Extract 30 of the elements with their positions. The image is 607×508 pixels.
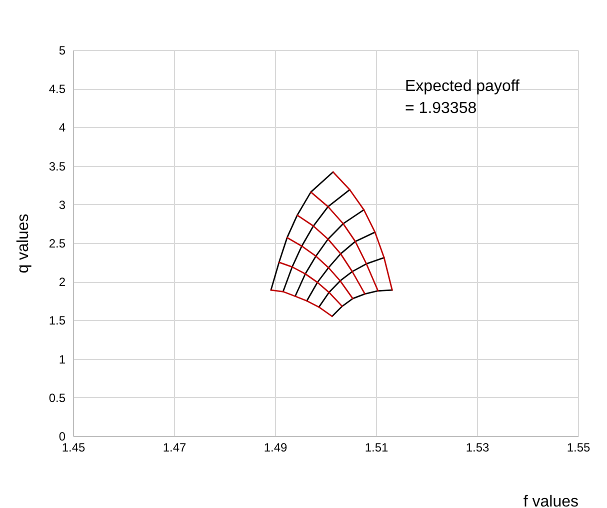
y-tick-label: 3 [58, 198, 66, 212]
line-series [318, 256, 385, 308]
line-series [278, 262, 343, 308]
line-series [270, 171, 334, 291]
y-tick-label: 4 [58, 120, 66, 135]
y-tick-label: 2.5 [48, 236, 66, 250]
x-tick-label: 1.55 [566, 440, 590, 454]
y-tick-label: 2 [58, 275, 66, 290]
line-series [331, 289, 393, 318]
line-series [310, 191, 379, 292]
x-tick-label: 1.51 [364, 440, 388, 454]
y-tick-label: 1.5 [48, 314, 66, 328]
y-tick-label: 3.5 [48, 159, 66, 174]
x-axis-title: f values [523, 494, 578, 508]
line-series [332, 171, 393, 291]
y-tick-label: 4.5 [48, 82, 66, 96]
y-tick-label: 0 [58, 430, 66, 444]
y-axis-title: q values [14, 214, 32, 274]
x-tick-label: 1.49 [264, 440, 288, 454]
y-tick-label: 1 [58, 352, 66, 366]
annotation: Expected payoff = 1.93358 [405, 78, 520, 117]
y-tick-label: 5 [58, 44, 66, 58]
line-series [306, 231, 376, 302]
line-series [270, 289, 333, 318]
x-tick-label: 1.45 [62, 440, 86, 454]
line-series [286, 236, 354, 300]
line-series [282, 189, 350, 292]
x-tick-label: 1.47 [162, 440, 186, 454]
x-tick-label: 1.53 [466, 440, 490, 454]
y-tick-label: 0.5 [48, 390, 66, 405]
